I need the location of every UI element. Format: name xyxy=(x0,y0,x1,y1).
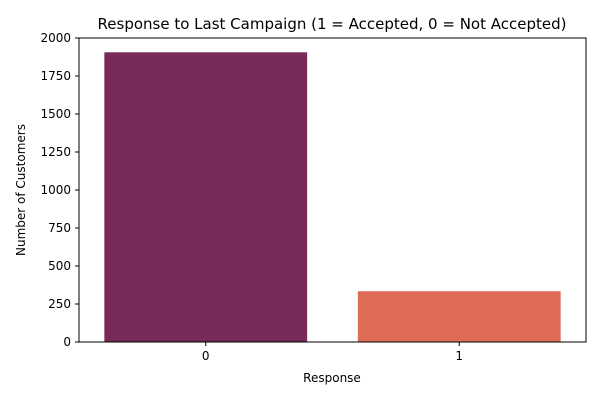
y-axis-label: Number of Customers xyxy=(14,124,28,256)
x-axis-label: Response xyxy=(303,371,361,385)
bars-group xyxy=(104,52,561,343)
plot-frame xyxy=(78,37,587,343)
y-tick-label: 1500 xyxy=(40,107,71,121)
y-tick-label: 0 xyxy=(63,335,71,349)
y-axis-ticks: 0 250 500 750 1000 1250 1500 1750 2000 xyxy=(40,31,79,349)
x-tick-label: 1 xyxy=(455,349,463,363)
y-tick-label: 750 xyxy=(48,221,71,235)
y-tick-label: 250 xyxy=(48,297,71,311)
y-tick-label: 1250 xyxy=(40,145,71,159)
bar-0 xyxy=(104,52,308,343)
y-tick-label: 500 xyxy=(48,259,71,273)
chart-title: Response to Last Campaign (1 = Accepted,… xyxy=(98,15,567,33)
x-tick-label: 0 xyxy=(202,349,210,363)
y-tick-label: 1000 xyxy=(40,183,71,197)
bar-1 xyxy=(357,291,561,342)
y-tick-label: 2000 xyxy=(40,31,71,45)
y-tick-label: 1750 xyxy=(40,69,71,83)
